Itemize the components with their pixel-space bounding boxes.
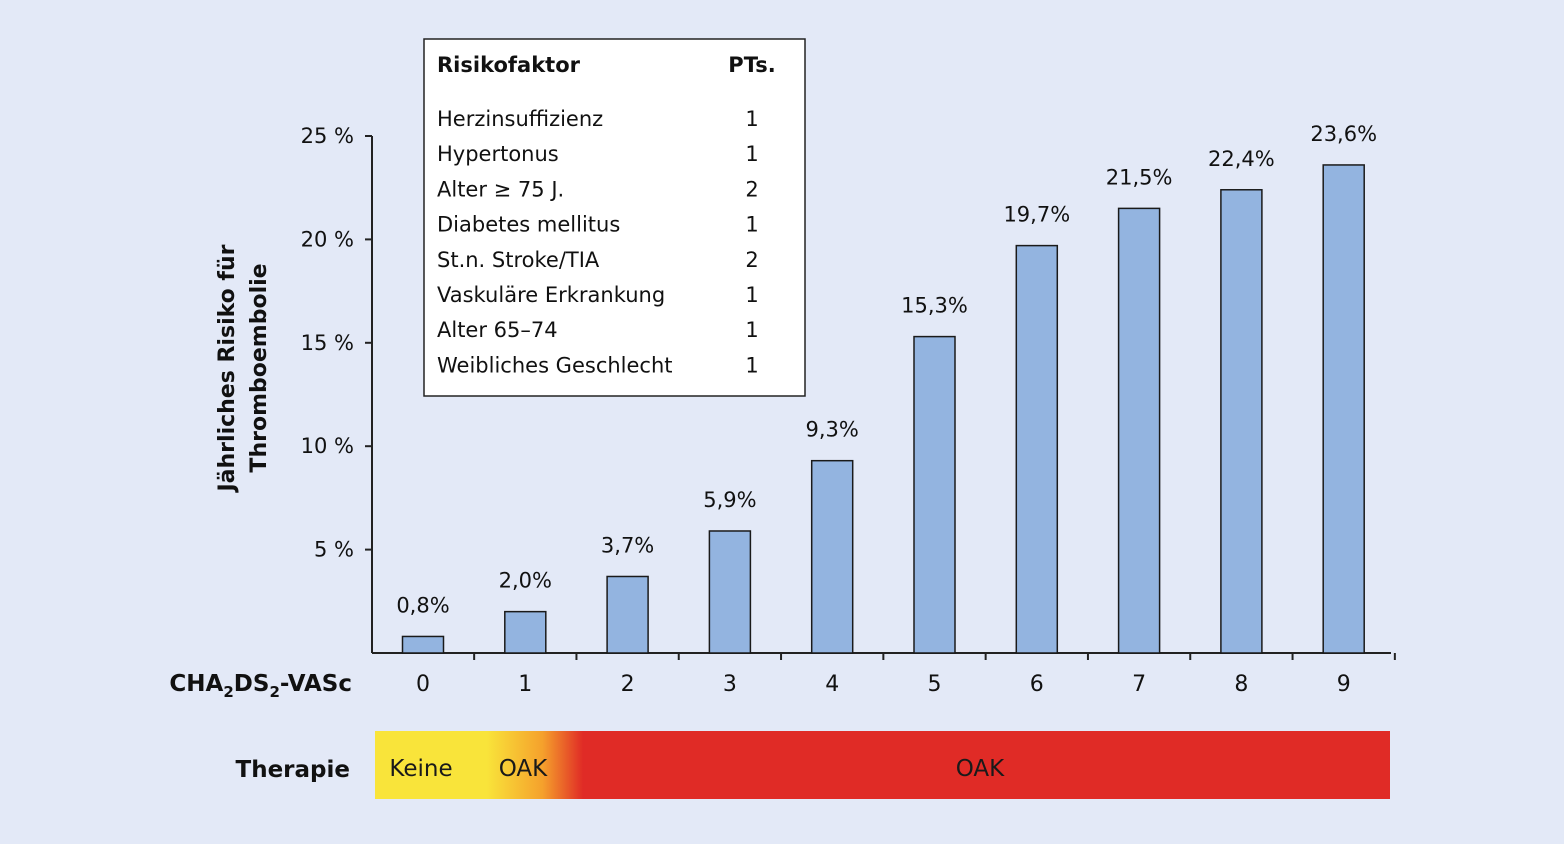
- bar-2: [606, 575, 649, 654]
- risk-factor-table: Risikofaktor PTs. Herzinsuffizienz 1 Hyper…: [423, 38, 806, 397]
- data-label: 15,3%: [901, 294, 968, 318]
- y-tick-label: 5 %: [314, 538, 354, 562]
- bar-0: [401, 635, 445, 654]
- therapy-segment-keine: Keine: [389, 756, 452, 782]
- y-tick-label: 25 %: [301, 124, 354, 148]
- x-tick-label: 8: [1234, 672, 1248, 697]
- risk-factor-name: Diabetes mellitus: [437, 213, 620, 237]
- x-tick-label: 2: [621, 672, 635, 697]
- data-label: 5,9%: [703, 488, 756, 512]
- y-axis-label-line-2: Thromboembolie: [247, 263, 272, 472]
- risk-factor-points: 2: [745, 177, 758, 201]
- bar-1: [504, 610, 547, 654]
- therapy-segment-oak-2: OAK: [956, 756, 1005, 782]
- risk-factor-points: 1: [745, 107, 758, 131]
- bar-8: [1220, 189, 1263, 654]
- bar-5: [913, 335, 956, 654]
- data-label: 9,3%: [806, 418, 859, 442]
- x-ticks: 0 1 2 3 4 5 6 7 8 9: [416, 653, 1396, 697]
- data-label: 3,7%: [601, 533, 654, 557]
- y-ticks: 5 % 10 % 15 % 20 % 25 %: [301, 124, 372, 562]
- risk-factor-name: Weibliches Geschlecht: [437, 353, 673, 377]
- bar-6: [1015, 244, 1059, 654]
- risk-factor-points: 2: [745, 248, 758, 272]
- risk-factor-points: 1: [745, 142, 758, 166]
- risk-table-box: [423, 38, 806, 397]
- y-axis-label: Jährliches Risiko für Thromboembolie: [215, 244, 272, 493]
- data-label: 23,6%: [1310, 122, 1377, 146]
- data-label: 0,8%: [396, 593, 449, 617]
- data-label: 19,7%: [1003, 203, 1070, 227]
- x-tick-label: 5: [928, 672, 942, 697]
- x-tick-label: 9: [1337, 672, 1351, 697]
- bar-3: [708, 530, 752, 654]
- x-tick-label: 0: [416, 672, 430, 697]
- x-tick-label: 1: [518, 672, 532, 697]
- risk-factor-name: Alter ≥ 75 J.: [437, 177, 564, 201]
- data-label: 21,5%: [1106, 165, 1173, 189]
- risk-table-header-points: PTs.: [728, 53, 775, 77]
- x-tick-label: 4: [825, 672, 839, 697]
- risk-factor-name: Alter 65–74: [437, 318, 558, 342]
- risk-factor-name: Herzinsuffizienz: [437, 107, 603, 131]
- risk-factor-points: 1: [745, 353, 758, 377]
- x-tick-label: 7: [1132, 672, 1146, 697]
- risk-factor-points: 1: [745, 283, 758, 307]
- x-tick-label: 6: [1030, 672, 1044, 697]
- risk-factor-name: Hypertonus: [437, 142, 559, 166]
- bars: 0,8% 2,0% 3,7% 5,9% 9,3% 15,3% 19,7% 21,5% 22,4%…: [396, 122, 1377, 654]
- y-tick-label: 15 %: [301, 331, 354, 355]
- x-tick-label: 3: [723, 672, 737, 697]
- bar-7: [1117, 207, 1161, 654]
- y-tick-label: 20 %: [301, 227, 354, 251]
- risk-factor-points: 1: [745, 318, 758, 342]
- bar-4: [810, 459, 854, 654]
- risk-factor-name: St.n. Stroke/TIA: [437, 248, 600, 272]
- therapy-label: Therapie: [236, 757, 350, 783]
- y-axis-label-line-1: Jährliches Risiko für: [215, 244, 240, 493]
- therapy-segment-oak-1: OAK: [499, 756, 548, 782]
- bar-9: [1322, 164, 1365, 654]
- data-label: 22,4%: [1208, 147, 1275, 171]
- risk-factor-name: Vaskuläre Erkrankung: [437, 283, 665, 307]
- x-axis-label: CHA2DS2-VASc: [169, 671, 352, 701]
- data-label: 2,0%: [499, 569, 552, 593]
- y-tick-label: 10 %: [301, 434, 354, 458]
- risk-table-rows: Herzinsuffizienz 1 Hypertonus 1 Alter ≥ 75 J…: [437, 107, 759, 377]
- therapy-bar: [375, 731, 1390, 799]
- risk-factor-points: 1: [745, 213, 758, 237]
- risk-table-header-factor: Risikofaktor: [437, 53, 581, 77]
